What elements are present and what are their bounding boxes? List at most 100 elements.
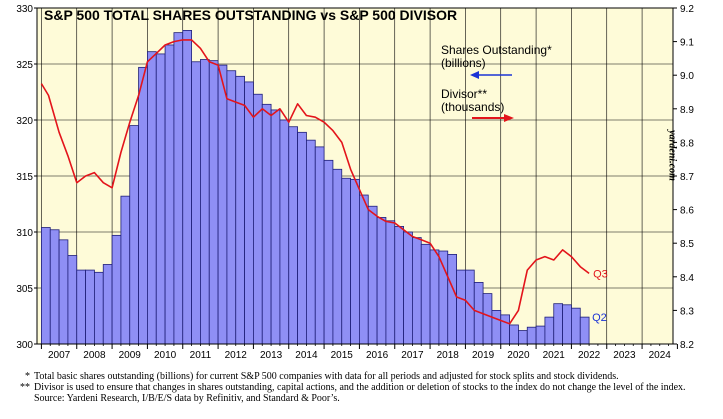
shares-bar [49,229,60,345]
shares-bar [120,195,131,345]
shares-bar [138,66,148,345]
shares-bar [429,249,440,345]
x-axis-label: 2022 [578,350,601,361]
shares-bar [447,253,457,345]
x-axis-label: 2013 [260,350,283,361]
shares-bar [147,51,157,345]
shares-bar [323,159,334,345]
footnote-1-text: Total basic shares outstanding (billions… [34,371,619,382]
shares-bar [270,109,281,345]
shares-end-label: Q2 [592,312,607,324]
x-axis-label: 2024 [649,350,672,361]
right-axis-label: 8.3 [680,306,694,317]
shares-bar [164,44,175,345]
shares-bar [544,316,555,345]
left-axis-label: 300 [16,340,33,351]
shares-bar [350,178,360,345]
x-axis-label: 2017 [401,350,424,361]
right-axis-label: 8.9 [680,105,694,116]
x-axis-label: 2014 [295,350,318,361]
shares-bar [562,304,572,345]
shares-bar [553,303,563,345]
watermark: yardeni.com [666,130,678,181]
right-axis-label: 8.8 [680,138,694,149]
shares-bars: Q2 [41,29,607,345]
x-axis-label: 2021 [543,350,566,361]
footnote-2-text: Divisor is used to ensure that changes i… [34,382,686,393]
right-axis-label: 8.2 [680,340,694,351]
shares-bar [385,220,396,345]
divisor-line-layer: Q3 [40,39,608,325]
shares-bar [376,217,387,345]
axes: 300 305 310 315 320 325 330 8.2 8.3 8.4 8.5 8.6 8.7 8… [16,4,694,361]
footnote-2-mark: ** [20,382,30,393]
shares-bar [253,93,263,345]
x-axis-label: 2010 [154,350,177,361]
right-axis-label: 8.7 [680,172,694,183]
shares-bar [288,126,298,345]
x-axis-label: 2023 [613,350,636,361]
shares-bar [94,271,104,345]
shares-bar [509,324,519,345]
right-axis-label: 8.4 [680,273,694,284]
shares-bar [412,237,422,345]
shares-bar [420,243,431,345]
shares-bar [297,131,307,345]
shares-bar [41,227,51,345]
shares-bar [314,146,325,345]
right-axis-label: 9.1 [680,38,694,49]
x-axis-label: 2011 [190,350,212,361]
shares-bar [579,316,590,345]
left-axis-label: 330 [16,4,33,15]
shares-arrow-icon [470,71,479,79]
footnote-1: * Total basic shares outstanding (billio… [10,371,715,382]
shares-bar [76,269,86,345]
shares-bar [332,168,343,345]
legend-shares-label: Shares Outstanding* [441,43,552,57]
footnote-1-mark: * [25,371,30,382]
footnote-2: ** Divisor is used to ensure that change… [10,382,715,393]
right-axis-label: 8.6 [680,206,694,217]
x-axis-label: 2008 [83,350,106,361]
shares-bar [526,326,537,345]
shares-bar [182,29,192,345]
shares-bar [491,309,502,345]
divisor-end-label: Q3 [593,268,608,280]
shares-bar [571,307,581,345]
right-axis-label: 8.5 [680,239,694,250]
shares-bar [244,81,254,345]
x-axis-label: 2016 [366,350,389,361]
right-axis-label: 9.2 [680,4,694,15]
shares-bar [482,293,493,345]
footnotes: * Total basic shares outstanding (billio… [10,371,715,404]
shares-bar [85,269,95,345]
left-axis-label: 315 [16,172,33,183]
x-axis-label: 2019 [472,350,495,361]
shares-bar [191,61,201,345]
shares-bar [403,231,413,345]
x-axis-label: 2015 [331,350,354,361]
source-note: Source: Yardeni Research, I/B/E/S data b… [34,393,340,404]
x-axis-label: 2007 [48,350,71,361]
shares-bar [535,325,546,345]
shares-bar [111,234,122,345]
right-axis-label: 9.0 [680,71,694,82]
left-axis-label: 310 [16,228,33,239]
divisor-line [40,39,590,325]
left-axis-label: 320 [16,116,33,127]
legend-shares-unit: (billions) [441,56,486,70]
shares-bar [58,239,69,345]
x-axis-label: 2012 [225,350,248,361]
legend-shares: Shares Outstanding* (billions) [441,44,552,70]
shares-bar [200,59,210,345]
shares-bar [102,264,113,345]
left-axis-label: 325 [16,60,33,71]
shares-bar [359,194,369,345]
shares-bar [279,119,290,345]
shares-bar [208,60,219,345]
chart-title: S&P 500 TOTAL SHARES OUTSTANDING vs S&P … [44,7,458,23]
shares-bar [500,314,510,345]
x-axis-label: 2020 [507,350,530,361]
shares-bar [261,103,272,345]
